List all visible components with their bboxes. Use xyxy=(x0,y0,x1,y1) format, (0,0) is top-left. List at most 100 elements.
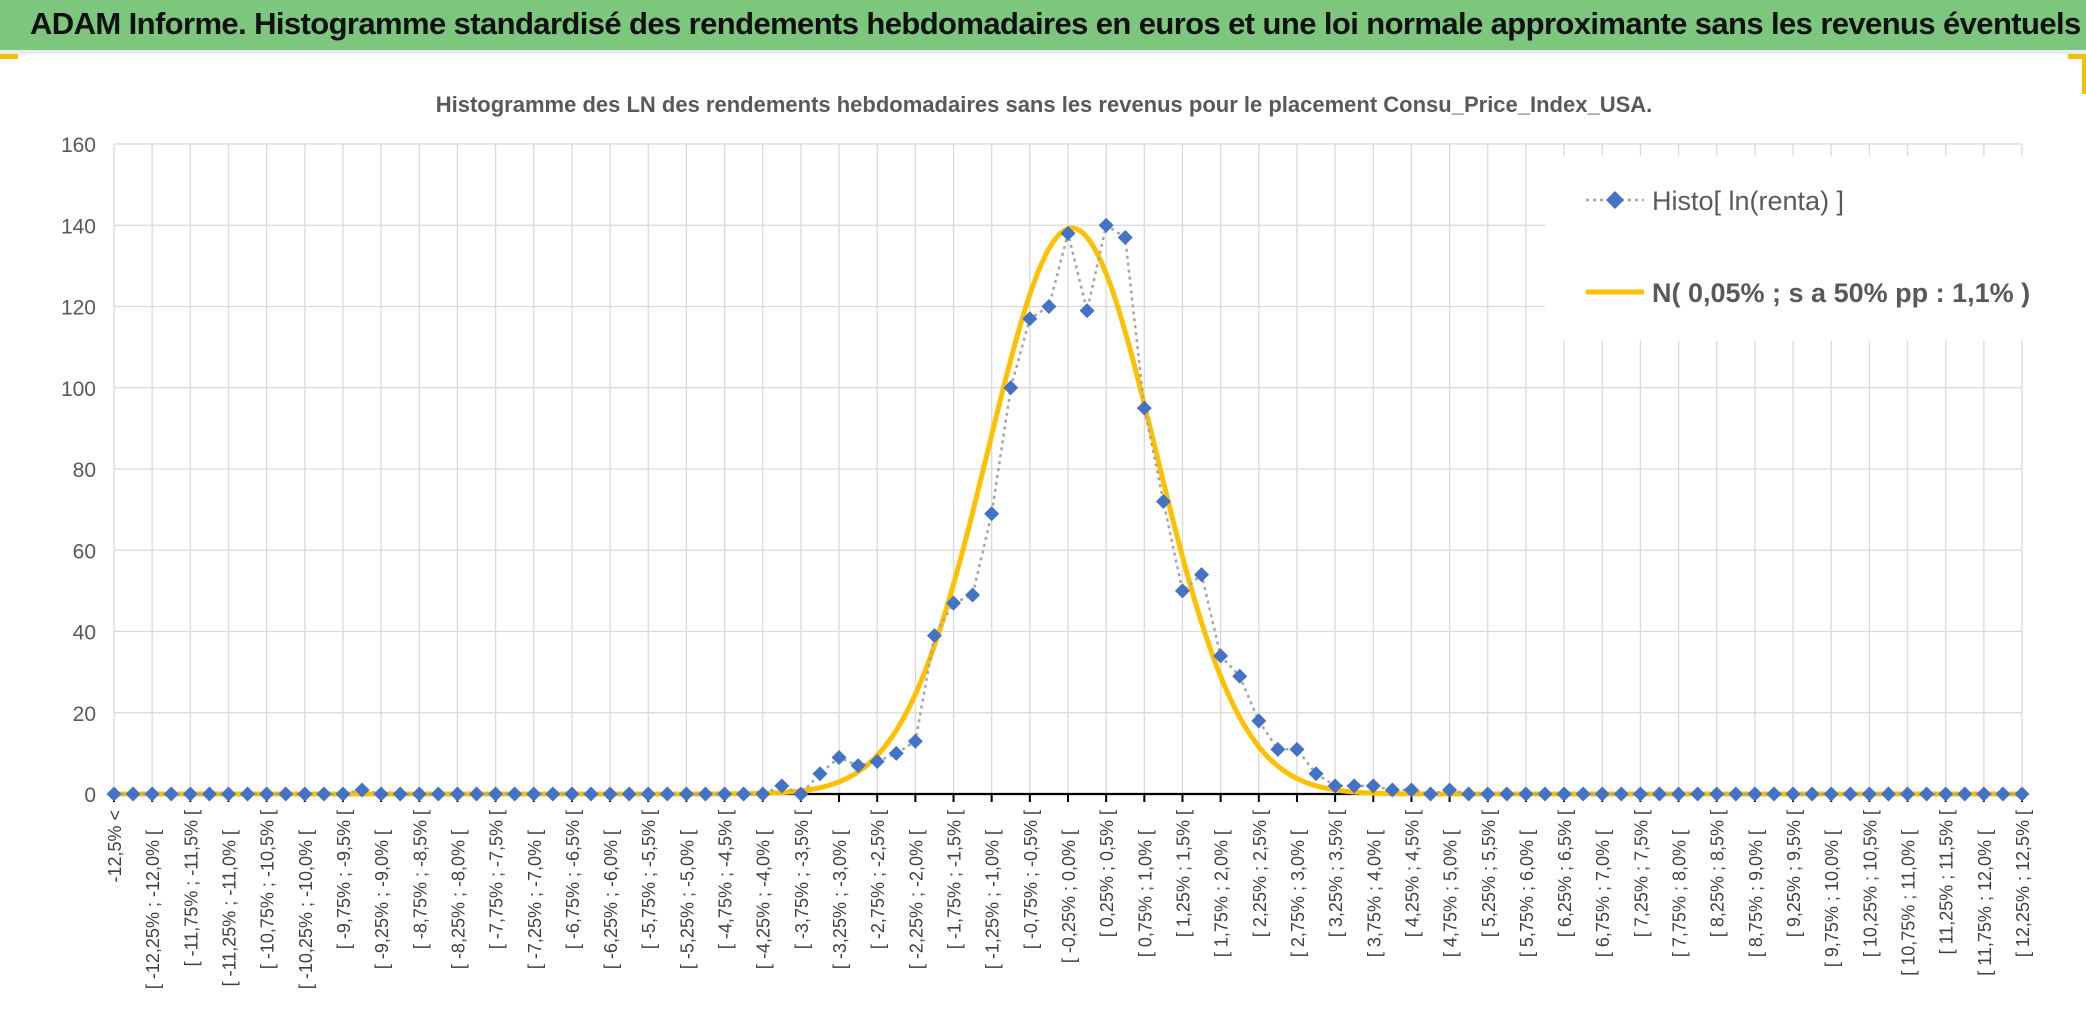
banner: ADAM Informe. Histogramme standardisé de… xyxy=(0,0,2086,54)
x-tick-label: [ 9,25% ; 9,5% [ xyxy=(1784,810,1804,937)
y-tick-label: 80 xyxy=(73,459,96,482)
x-tick-label: [ 7,25% ; 7,5% [ xyxy=(1631,810,1651,937)
x-tick-label: [ 12,25% ; 12,5% [ xyxy=(2013,810,2033,957)
histogram-point xyxy=(1747,786,1763,802)
x-tick-label: [ -9,25% ; -9,0% [ xyxy=(372,830,392,969)
x-tick-label: [ 1,75% ; 2,0% [ xyxy=(1212,830,1232,957)
histogram-point xyxy=(678,786,694,802)
x-tick-label: [ 0,25% ; 0,5% [ xyxy=(1097,810,1117,937)
histogram-point xyxy=(946,595,962,611)
histogram-point xyxy=(1823,786,1839,802)
x-tick-label: [ 1,25% ; 1,5% [ xyxy=(1173,810,1193,937)
histogram-point xyxy=(488,786,504,802)
x-tick-label: [ -1,75% ; -1,5% [ xyxy=(945,810,965,949)
corner-mark-top-left xyxy=(0,54,18,59)
histogram-point xyxy=(831,749,847,765)
legend: Histo[ ln(renta) ] N( 0,05% ; s a 50% pp… xyxy=(1545,156,2040,341)
histogram-point xyxy=(1213,648,1229,664)
x-tick-label: [ -12,25% ; -12,0% [ xyxy=(143,830,163,989)
histogram-point xyxy=(736,786,752,802)
histogram-point xyxy=(449,786,465,802)
histogram-point xyxy=(278,786,294,802)
x-tick-label: [ -10,75% ; -10,5% [ xyxy=(258,810,278,969)
histogram-point xyxy=(755,786,771,802)
histogram-point xyxy=(1232,668,1248,684)
histogram-point xyxy=(469,786,485,802)
x-tick-label: [ -10,25% ; -10,0% [ xyxy=(296,830,316,989)
histogram-point xyxy=(1880,786,1896,802)
y-tick-label: 0 xyxy=(84,784,96,807)
x-tick-label: [ -0,25% ; 0,0% [ xyxy=(1059,830,1079,963)
histogram-point xyxy=(984,506,1000,522)
histogram-point xyxy=(1995,786,2011,802)
histogram-point xyxy=(1003,380,1019,396)
histogram-point xyxy=(1671,786,1687,802)
x-axis: -12,5% < [ -12,25% ; -12,0% [[ -11,75% ; … xyxy=(105,792,2033,989)
histogram-point xyxy=(621,786,637,802)
y-tick-label: 60 xyxy=(73,540,96,563)
x-tick-label: [ 11,25% ; 11,5% [ xyxy=(1937,810,1957,954)
y-tick-label: 40 xyxy=(73,622,96,645)
histogram-point xyxy=(1022,311,1038,327)
histogram-point xyxy=(907,733,923,749)
x-tick-label: [ -11,25% ; -11,0% [ xyxy=(219,830,239,986)
histogram-point xyxy=(965,587,981,603)
histogram-point xyxy=(220,786,236,802)
histogram-point xyxy=(1804,786,1820,802)
histogram-point xyxy=(1651,786,1667,802)
histogram-point xyxy=(1155,494,1171,509)
x-tick-label: [ -0,75% ; -0,5% [ xyxy=(1021,810,1041,949)
histogram-point xyxy=(1327,778,1343,794)
x-tick-label: [ 4,25% ; 4,5% [ xyxy=(1402,810,1422,937)
x-tick-label: [ 10,75% ; 11,0% [ xyxy=(1899,830,1919,976)
x-tick-label: [ 5,75% ; 6,0% [ xyxy=(1517,830,1537,957)
x-tick-label: [ -11,75% ; -11,5% [ xyxy=(181,810,201,966)
banner-title: ADAM Informe. Histogramme standardisé de… xyxy=(30,6,2081,41)
x-tick-label: [ -8,75% ; -8,5% [ xyxy=(410,810,430,949)
histogram-point xyxy=(373,786,389,802)
histogram-point xyxy=(1690,786,1706,802)
x-tick-label: [ 0,75% ; 1,0% [ xyxy=(1135,830,1155,957)
histogram-point xyxy=(1518,786,1534,802)
histogram-point xyxy=(1423,786,1439,802)
histogram-point xyxy=(926,628,942,644)
histogram-point xyxy=(1709,786,1725,802)
x-tick-label: [ -5,75% ; -5,5% [ xyxy=(639,810,659,949)
x-tick-label: [ 6,75% ; 7,0% [ xyxy=(1593,830,1613,957)
y-tick-label: 100 xyxy=(61,378,96,401)
histogram-point xyxy=(297,786,313,802)
histogram-point xyxy=(545,786,561,802)
histogram-point xyxy=(1403,782,1419,798)
histogram-point xyxy=(697,786,713,802)
histogram-point xyxy=(1919,786,1935,802)
histogram-point xyxy=(869,754,885,769)
histogram-point xyxy=(1766,786,1782,802)
histogram-series xyxy=(106,217,2030,802)
histogram-point xyxy=(411,786,427,802)
histogram-point xyxy=(1079,303,1095,319)
histogram-point xyxy=(1442,782,1458,798)
histogram-point xyxy=(1537,786,1553,802)
histogram-point xyxy=(144,786,160,802)
histogram-point xyxy=(1384,782,1400,798)
x-tick-label: [ -3,25% ; -3,0% [ xyxy=(830,830,850,969)
legend-normal-label: N( 0,05% ; s a 50% pp : 1,1% ) xyxy=(1652,278,2030,308)
histogram-point xyxy=(888,745,904,761)
histogram-point xyxy=(1842,786,1858,802)
x-tick-label: [ -9,75% ; -9,5% [ xyxy=(334,810,354,949)
histogram-point xyxy=(1728,786,1744,802)
histogram-point xyxy=(1957,786,1973,802)
histogram-point xyxy=(1098,217,1114,233)
histogram-point xyxy=(106,786,122,802)
histogram-point xyxy=(1575,786,1591,802)
x-tick-label: [ 5,25% ; 5,5% [ xyxy=(1479,810,1499,937)
chart-title: Histogramme des LN des rendements hebdom… xyxy=(436,92,1653,117)
corner-mark-right-edge xyxy=(2082,54,2086,94)
histogram-point xyxy=(1060,225,1076,241)
x-tick-label: [ -4,75% ; -4,5% [ xyxy=(716,810,736,949)
histogram-point xyxy=(1117,229,1133,245)
x-tick-label: [ -8,25% ; -8,0% [ xyxy=(448,830,468,969)
x-tick-label: [ -1,25% ; -1,0% [ xyxy=(983,830,1003,969)
x-tick-label: [ -7,75% ; -7,5% [ xyxy=(487,810,507,949)
histogram-point xyxy=(1251,713,1267,729)
